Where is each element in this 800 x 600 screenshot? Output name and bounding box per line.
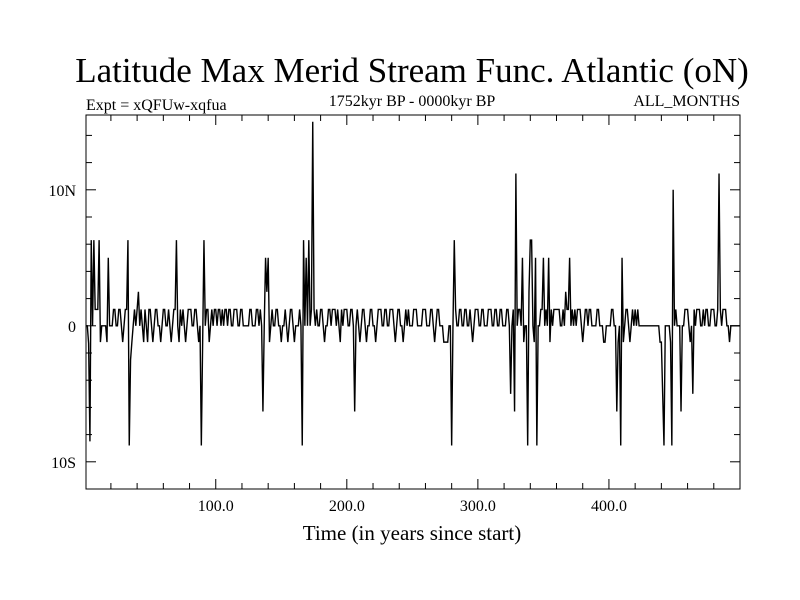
- chart-title: Latitude Max Merid Stream Func. Atlantic…: [75, 51, 749, 90]
- x-tick-label: 400.0: [591, 498, 627, 515]
- chart-subtitle-left: Expt = xQFUw-xqfua: [86, 97, 227, 114]
- series-line: [86, 121, 740, 446]
- x-tick-label: 100.0: [198, 498, 234, 515]
- chart-subtitle-center: 1752kyr BP - 0000kyr BP: [329, 93, 496, 110]
- axis-ticks: [86, 115, 740, 489]
- axis-tick-labels: 100.0 200.0 300.0 400.0 10N 0 10S: [48, 183, 627, 515]
- y-tick-label: 10S: [51, 455, 76, 472]
- y-tick-label: 0: [68, 319, 76, 336]
- x-axis-label: Time (in years since start): [303, 521, 522, 545]
- chart-subtitle-right: ALL_MONTHS: [633, 93, 740, 110]
- x-tick-label: 200.0: [329, 498, 365, 515]
- plot-frame: [85, 114, 741, 490]
- x-tick-label: 300.0: [460, 498, 496, 515]
- y-tick-label: 10N: [48, 183, 76, 200]
